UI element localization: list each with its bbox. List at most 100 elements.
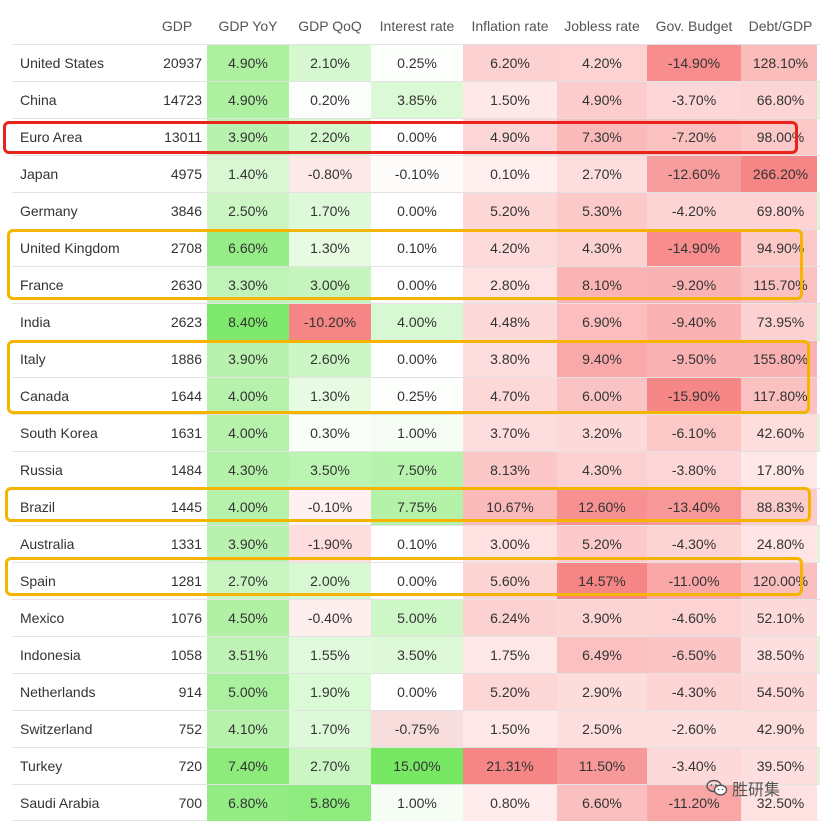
country-name[interactable]: Turkey [20, 758, 63, 774]
debt-gdp-cell: 88.83% [741, 489, 820, 525]
table-row[interactable]: Japan 4975 1.40% -0.80% -0.10% 0.10% 2.70% -12.… [12, 155, 820, 192]
gdp-yoy-cell: 4.90% [207, 82, 289, 118]
table-row[interactable]: Euro Area 13011 3.90% 2.20% 0.00% 4.90% 7.30% -… [12, 118, 820, 155]
table-row[interactable]: China 14723 4.90% 0.20% 3.85% 1.50% 4.90% -3.70… [12, 81, 820, 118]
header-gdp-yoy[interactable]: GDP YoY [218, 18, 278, 34]
table-row[interactable]: Netherlands 914 5.00% 1.90% 0.00% 5.20% 2.90% -… [12, 673, 820, 710]
gdp-yoy-cell: 6.60% [207, 230, 289, 266]
interest-rate-cell: 0.00% [371, 674, 463, 710]
header-debt-gdp[interactable]: Debt/GDP [748, 18, 813, 34]
gdp-qoq-cell: -0.10% [289, 489, 371, 525]
row-edge-indicator [817, 45, 820, 81]
table-row[interactable]: Spain 1281 2.70% 2.00% 0.00% 5.60% 14.57% -11.0… [12, 562, 820, 599]
country-name[interactable]: Saudi Arabia [20, 795, 100, 811]
table-row[interactable]: Russia 1484 4.30% 3.50% 7.50% 8.13% 4.30% -3.80… [12, 451, 820, 488]
table-row[interactable]: Mexico 1076 4.50% -0.40% 5.00% 6.24% 3.90% -4.6… [12, 599, 820, 636]
country-name[interactable]: Indonesia [20, 647, 81, 663]
gdp-yoy-cell: 3.90% [207, 119, 289, 155]
header-gdp[interactable]: GDP [161, 18, 193, 34]
country-name[interactable]: Japan [20, 166, 59, 182]
header-inflation-rate[interactable]: Inflation rate [471, 18, 549, 34]
country-name[interactable]: France [20, 277, 64, 293]
header-gov-budget[interactable]: Gov. Budget [655, 18, 733, 34]
gdp-qoq-cell: 1.55% [289, 637, 371, 673]
country-name[interactable]: Spain [20, 573, 56, 589]
country-name[interactable]: United Kingdom [20, 240, 120, 256]
gdp-yoy-cell: 3.51% [207, 637, 289, 673]
gdp-cell: 1058 [170, 647, 202, 663]
debt-gdp-cell: 115.70% [741, 267, 820, 303]
row-edge-indicator [817, 563, 820, 599]
gdp-qoq-cell: 0.30% [289, 415, 371, 451]
table-row[interactable]: United Kingdom 2708 6.60% 1.30% 0.10% 4.20% 4.… [12, 229, 820, 266]
country-name[interactable]: Russia [20, 462, 63, 478]
gov-budget-cell: -9.40% [647, 304, 741, 340]
header-gdp-qoq[interactable]: GDP QoQ [298, 18, 362, 34]
gdp-qoq-cell: 0.20% [289, 82, 371, 118]
row-edge-indicator [817, 415, 820, 451]
country-name[interactable]: Italy [20, 351, 46, 367]
country-name[interactable]: South Korea [20, 425, 98, 441]
gov-budget-cell: -4.60% [647, 600, 741, 636]
gdp-yoy-cell: 4.00% [207, 378, 289, 414]
table-row[interactable]: Canada 1644 4.00% 1.30% 0.25% 4.70% 6.00% -15.9… [12, 377, 820, 414]
table-row[interactable]: Italy 1886 3.90% 2.60% 0.00% 3.80% 9.40% -9.50%… [12, 340, 820, 377]
debt-gdp-cell: 155.80% [741, 341, 820, 377]
table-row[interactable]: Turkey 720 7.40% 2.70% 15.00% 21.31% 11.50% -3.… [12, 747, 820, 784]
gov-budget-cell: -13.40% [647, 489, 741, 525]
country-name[interactable]: Australia [20, 536, 75, 552]
jobless-rate-cell: 2.50% [557, 711, 647, 747]
table-row[interactable]: South Korea 1631 4.00% 0.30% 1.00% 3.70% 3.20%… [12, 414, 820, 451]
table-row[interactable]: Germany 3846 2.50% 1.70% 0.00% 5.20% 5.30% -4.2… [12, 192, 820, 229]
gdp-cell: 720 [178, 758, 202, 774]
economic-indicators-table: GDP GDP YoY GDP QoQ Interest rate Inflat… [12, 0, 820, 821]
table-row[interactable]: France 2630 3.30% 3.00% 0.00% 2.80% 8.10% -9.20… [12, 266, 820, 303]
country-name[interactable]: Brazil [20, 499, 56, 515]
gdp-qoq-cell: -1.90% [289, 526, 371, 562]
interest-rate-cell: 0.00% [371, 119, 463, 155]
table-row[interactable]: Brazil 1445 4.00% -0.10% 7.75% 10.67% 12.60% -1… [12, 488, 820, 525]
inflation-rate-cell: 1.50% [463, 711, 557, 747]
table-row[interactable]: Saudi Arabia 700 6.80% 5.80% 1.00% 0.80% 6.60%… [12, 784, 820, 821]
country-name[interactable]: Germany [20, 203, 78, 219]
inflation-rate-cell: 8.13% [463, 452, 557, 488]
gdp-cell: 2630 [170, 277, 202, 293]
gdp-qoq-cell: 2.60% [289, 341, 371, 377]
debt-gdp-cell: 42.60% [741, 415, 820, 451]
jobless-rate-cell: 4.30% [557, 452, 647, 488]
gov-budget-cell: -4.30% [647, 674, 741, 710]
country-name[interactable]: United States [20, 55, 105, 71]
gdp-yoy-cell: 3.30% [207, 267, 289, 303]
country-name[interactable]: China [20, 92, 57, 108]
table-row[interactable]: Indonesia 1058 3.51% 1.55% 3.50% 1.75% 6.49% -6… [12, 636, 820, 673]
jobless-rate-cell: 4.30% [557, 230, 647, 266]
table-row[interactable]: India 2623 8.40% -10.20% 4.00% 4.48% 6.90% -9.4… [12, 303, 820, 340]
country-name[interactable]: Mexico [20, 610, 65, 626]
country-name[interactable]: Switzerland [20, 721, 93, 737]
country-name[interactable]: Netherlands [20, 684, 96, 700]
gdp-qoq-cell: -10.20% [289, 304, 371, 340]
table-row[interactable]: Australia 1331 3.90% -1.90% 0.10% 3.00% 5.20% -… [12, 525, 820, 562]
header-interest-rate[interactable]: Interest rate [379, 18, 455, 34]
inflation-rate-cell: 3.00% [463, 526, 557, 562]
table-row[interactable]: Switzerland 752 4.10% 1.70% -0.75% 1.50% 2.50%… [12, 710, 820, 747]
gov-budget-cell: -6.50% [647, 637, 741, 673]
row-edge-indicator [817, 452, 820, 488]
table-row[interactable]: United States 20937 4.90% 2.10% 0.25% 6.20% 4.… [12, 44, 820, 81]
watermark: 胜研集 [706, 776, 780, 800]
jobless-rate-cell: 2.90% [557, 674, 647, 710]
country-name[interactable]: Euro Area [20, 129, 83, 145]
country-name[interactable]: India [20, 314, 51, 330]
inflation-rate-cell: 5.60% [463, 563, 557, 599]
header-jobless-rate[interactable]: Jobless rate [564, 18, 640, 34]
watermark-text: 胜研集 [732, 782, 781, 799]
inflation-rate-cell: 5.20% [463, 674, 557, 710]
interest-rate-cell: 0.00% [371, 563, 463, 599]
jobless-rate-cell: 4.20% [557, 45, 647, 81]
gdp-cell: 14723 [163, 92, 202, 108]
gdp-cell: 2623 [170, 314, 202, 330]
gdp-cell: 1076 [170, 610, 202, 626]
interest-rate-cell: 0.00% [371, 267, 463, 303]
country-name[interactable]: Canada [20, 388, 70, 404]
jobless-rate-cell: 12.60% [557, 489, 647, 525]
